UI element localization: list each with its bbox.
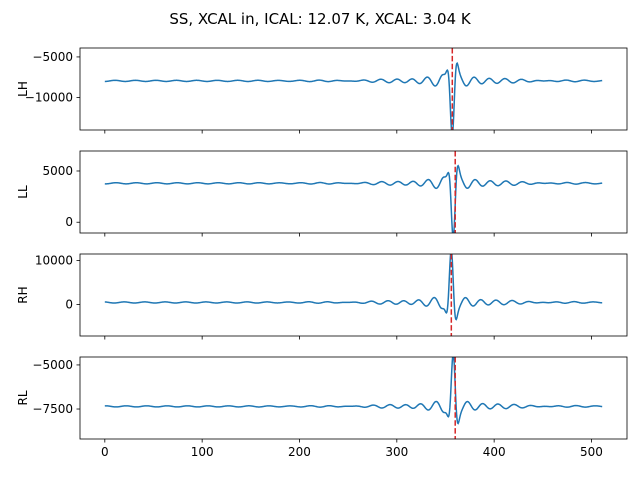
series-line-lh — [104, 61, 603, 130]
y-tick-label: −10000 — [25, 91, 73, 105]
x-tick-label: 200 — [288, 445, 311, 459]
y-axis-label: RL — [16, 390, 30, 405]
x-tick-label: 400 — [483, 445, 506, 459]
y-tick-label: −5000 — [32, 50, 73, 64]
y-axis-label: RH — [16, 286, 30, 303]
y-axis-label: LH — [16, 81, 30, 97]
subplot-rl: −7500 −5000 RL 0 100 200 300 400 500 — [16, 356, 628, 459]
subplot-ll: 0 5000 LL — [16, 150, 628, 237]
chart-title: SS, XCAL in, ICAL: 12.07 K, XCAL: 3.04 K — [169, 10, 472, 28]
y-tick-label: 0 — [65, 215, 73, 229]
subplot-rh: 0 10000 RH — [16, 253, 628, 340]
axes-frame — [79, 47, 628, 131]
series-line-ll — [104, 164, 603, 233]
y-tick-label: 10000 — [35, 254, 73, 268]
axes-frame — [79, 356, 628, 440]
y-tick-label: 0 — [65, 297, 73, 311]
axes-frame — [79, 253, 628, 337]
x-tick-label: 300 — [385, 445, 408, 459]
subplots: −10000−5000LH05000LL010000RH−7500−5000RL… — [16, 47, 628, 459]
y-axis-label: LL — [16, 185, 30, 199]
subplot-lh: −10000 −5000 LH — [16, 47, 628, 134]
y-tick-label: −5000 — [32, 358, 73, 372]
y-tick-label: 5000 — [42, 164, 73, 178]
axes-frame — [79, 150, 628, 234]
series-line-rh — [104, 254, 603, 321]
y-tick-label: −7500 — [32, 402, 73, 416]
x-tick-label: 100 — [191, 445, 214, 459]
x-tick-label: 500 — [580, 445, 603, 459]
x-tick-label: 0 — [101, 445, 109, 459]
series-line-rl — [104, 357, 603, 425]
